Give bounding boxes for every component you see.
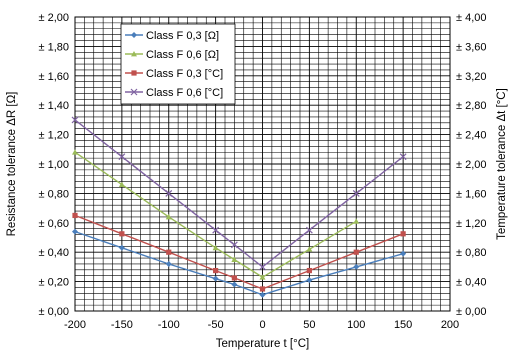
y2-tick-label: ± 1,20 — [456, 218, 487, 230]
series-1-point — [306, 277, 313, 284]
series-2-point — [212, 244, 219, 251]
legend-marker-4 — [130, 88, 138, 96]
x-tick-label: -50 — [208, 319, 224, 331]
plot-border — [74, 16, 451, 312]
series-2-point — [306, 246, 313, 252]
series-3-point — [119, 231, 125, 237]
series-4-point — [230, 241, 238, 249]
series-1-point — [400, 250, 407, 257]
series-2-point — [353, 218, 360, 224]
series-3-point — [72, 212, 78, 219]
y-tick-label: ± 1,00 — [38, 159, 69, 171]
x-tick-label: 200 — [441, 319, 459, 331]
series-layer — [71, 116, 407, 298]
grid — [74, 16, 451, 312]
series-2-point — [259, 274, 266, 280]
series-4-point — [71, 116, 79, 124]
series-3-point — [231, 275, 237, 281]
y2-tick-label: ± 0,80 — [456, 247, 487, 259]
series-2-point — [72, 149, 78, 155]
y2-tick-label: ± 2,80 — [456, 100, 487, 112]
series-1-point — [353, 263, 360, 270]
y-tick-label: ± 0,00 — [38, 306, 69, 318]
y2-tick-label: ± 1,60 — [456, 188, 487, 200]
series-1-point — [231, 281, 238, 288]
series-2-point — [118, 181, 125, 187]
x-tick-label: 100 — [347, 319, 365, 331]
y2-tick-label: ± 4,00 — [456, 12, 487, 24]
x-tick-label: 0 — [259, 319, 265, 331]
y2-tick-label: ± 2,40 — [456, 130, 487, 142]
x-tick-label: 150 — [394, 319, 412, 331]
series-1-point — [212, 275, 219, 282]
series-4-point — [118, 153, 126, 161]
y2-tick-label: ± 0,40 — [456, 277, 487, 289]
y2-tick-label: ± 0,00 — [456, 306, 487, 318]
legend-label-2: Class F 0,6 [Ω] — [146, 49, 219, 61]
series-2-point — [165, 213, 172, 220]
x-tick-label: 50 — [303, 319, 315, 331]
y-tick-label: ± 0,60 — [38, 218, 69, 230]
y-tick-label: ± 0,20 — [38, 277, 69, 289]
y-tick-label: ± 1,40 — [38, 100, 69, 112]
series-3-point — [166, 249, 172, 255]
series-4-point — [165, 189, 173, 197]
series-4-point — [352, 189, 360, 197]
y-axis-title: Resistance tolerance ΔR [Ω] — [6, 92, 18, 237]
y-tick-label: ± 0,40 — [38, 247, 69, 259]
series-3-point — [400, 231, 406, 237]
y-tick-label: ± 1,20 — [38, 130, 69, 142]
y2-tick-label: ± 2,00 — [456, 159, 487, 171]
series-3-point — [259, 286, 266, 292]
series-1-point — [259, 291, 266, 298]
series-4-point — [212, 226, 220, 234]
series-1-point — [118, 244, 125, 251]
legend-marker-2 — [131, 51, 137, 57]
series-4-point — [259, 263, 266, 271]
x-tick-label: -100 — [158, 319, 180, 331]
series-4-point — [399, 153, 407, 161]
series-4-point — [305, 226, 313, 234]
y-tick-label: ± 0,80 — [38, 188, 69, 200]
series-1-point — [72, 228, 78, 235]
legend-label-1: Class F 0,3 [Ω] — [146, 30, 219, 42]
series-2-point — [231, 256, 238, 262]
legend: Class F 0,3 [Ω] Class F 0,6 [Ω] Class F 0,… — [120, 23, 236, 105]
legend-marker-1 — [131, 32, 137, 38]
legend-label-4: Class F 0,6 [°C] — [146, 87, 223, 99]
series-1-point — [165, 260, 172, 267]
series-3-point — [353, 249, 359, 255]
tick-labels: ± 0,00 ± 0,20 ± 0,40 ± 0,60 ± 0,80 ± 1,00 ± 1,… — [38, 12, 486, 331]
y-tick-label: ± 1,80 — [38, 41, 69, 53]
legend-box — [120, 23, 236, 105]
legend-marker-3 — [131, 70, 137, 76]
x-tick-label: -200 — [64, 319, 86, 331]
x-tick-label: -150 — [111, 319, 133, 331]
y-tick-label: ± 2,00 — [38, 12, 69, 24]
y2-tick-label: ± 3,60 — [456, 41, 487, 53]
legend-label-3: Class F 0,3 [°C] — [146, 68, 223, 80]
series-3-point — [306, 267, 312, 274]
series-3-point — [213, 267, 219, 274]
y2-tick-label: ± 3,20 — [456, 71, 487, 83]
y2-axis-title: Temperature tolerance Δt [°C] — [496, 88, 508, 240]
series-line-2 — [74, 151, 357, 279]
y-tick-label: ± 1,60 — [38, 71, 69, 83]
x-axis-title: Temperature t [°C] — [216, 338, 309, 350]
